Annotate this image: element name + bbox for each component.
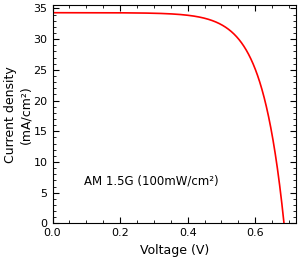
Y-axis label: Current density
(mA/cm²): Current density (mA/cm²) [4, 66, 32, 163]
X-axis label: Voltage (V): Voltage (V) [140, 244, 209, 257]
Text: AM 1.5G (100mW/cm²): AM 1.5G (100mW/cm²) [84, 174, 219, 187]
